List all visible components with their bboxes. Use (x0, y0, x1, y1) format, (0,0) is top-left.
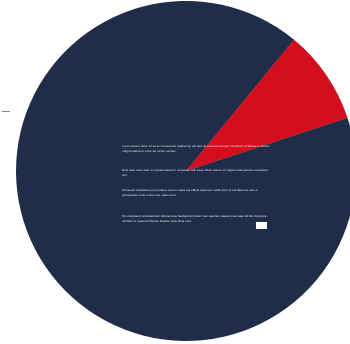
annotation-text: Duis aute irure dolor in reprehenderit i… (122, 168, 269, 177)
annotation-text: Lorem ipsum dolor sit amet consectetur a… (122, 144, 270, 153)
pie-slices (16, 1, 350, 341)
pie-slice (186, 39, 348, 172)
pie-slice (16, 1, 350, 341)
leader-line (2, 111, 10, 112)
annotation-text: Occaecat cupidatat non proident sunt in … (122, 188, 258, 197)
annotation-text: Sit voluptatem accusantium doloremque la… (122, 214, 267, 223)
legend-marker (256, 222, 267, 229)
